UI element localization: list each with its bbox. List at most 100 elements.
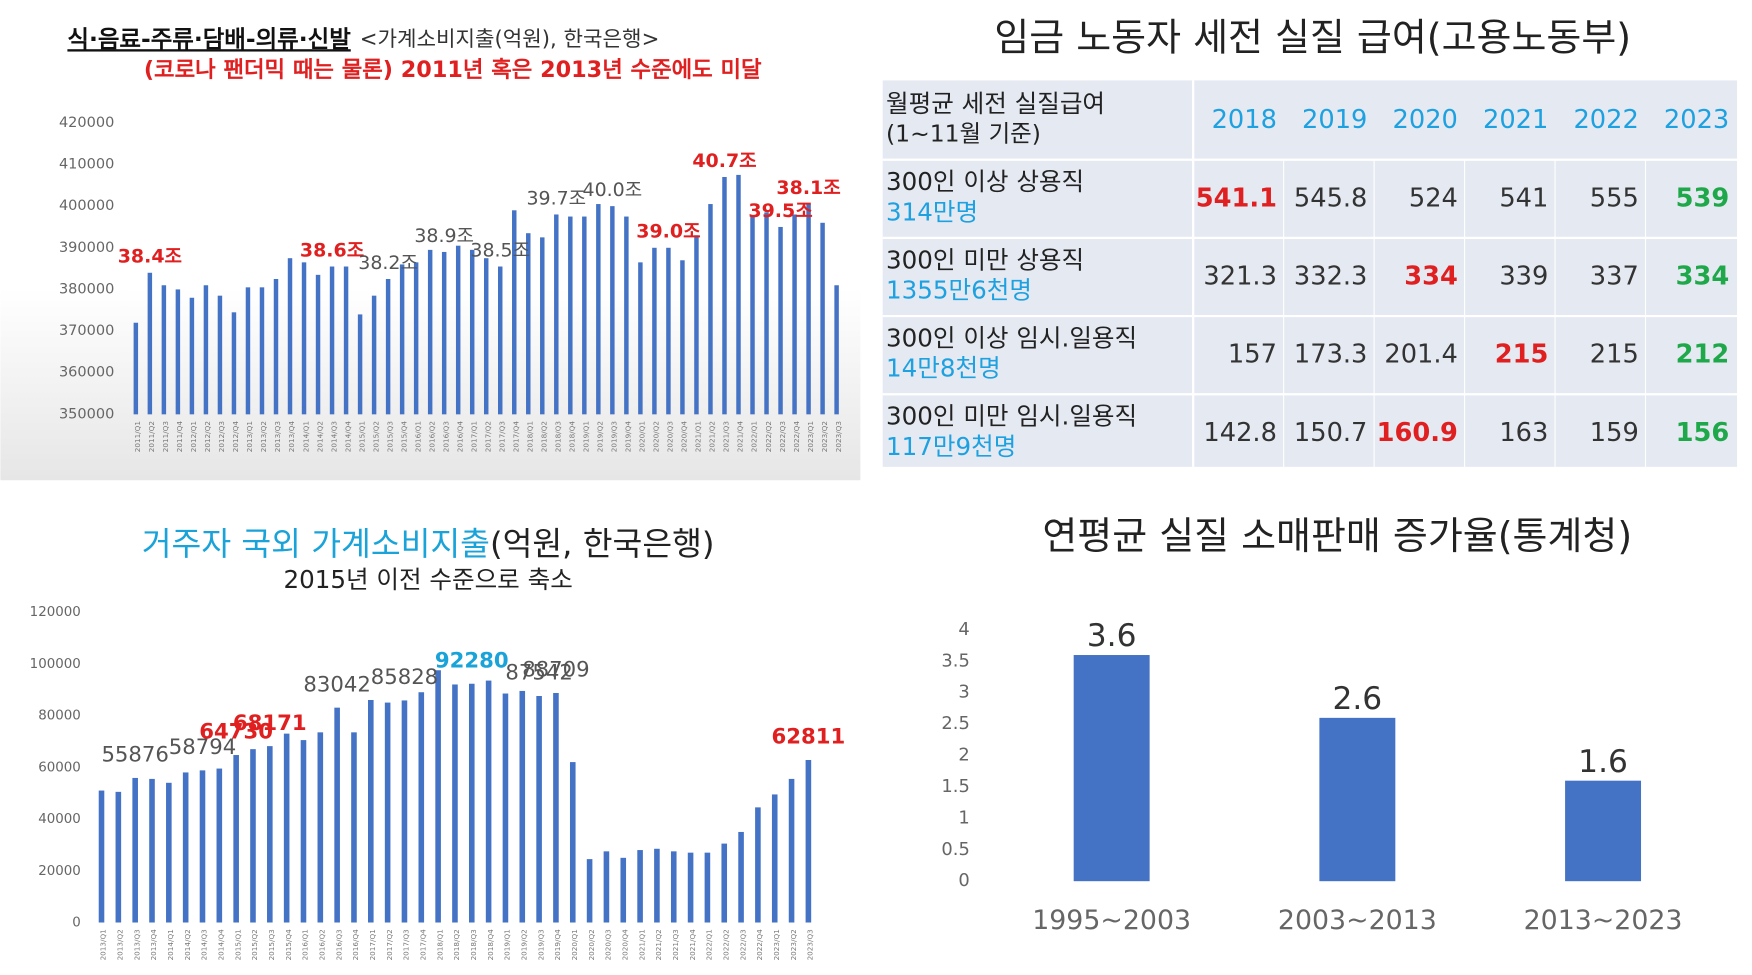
value-label: 55876	[101, 743, 168, 768]
bar	[217, 295, 223, 415]
bar	[233, 755, 239, 923]
bar	[652, 247, 657, 415]
bar	[687, 852, 694, 923]
bar	[519, 690, 526, 923]
x-tick-label: 2013/Q1	[245, 421, 254, 452]
x-tick-label: 2013/Q4	[287, 421, 296, 453]
x-tick-label: 2015/Q4	[399, 421, 408, 453]
cell: 539	[1676, 183, 1730, 213]
x-tick-label: 2018/Q3	[554, 421, 563, 453]
row-label: 300인 미만 임시.일용직	[886, 402, 1137, 431]
cell: 160.9	[1377, 418, 1458, 448]
bar	[317, 732, 324, 923]
bar	[736, 174, 741, 415]
table-bg	[882, 80, 1738, 467]
x-tick-label: 2019/Q4	[624, 421, 633, 453]
x-tick-label: 2019/Q3	[536, 929, 545, 961]
header-label: 월평균 세전 실질급여	[886, 89, 1105, 118]
y-tick-label: 40000	[38, 812, 81, 827]
bar	[301, 262, 307, 415]
bar	[1073, 655, 1150, 882]
y-tick-label: 0.5	[941, 839, 969, 860]
x-tick-label: 2012/Q3	[217, 421, 226, 453]
bar	[371, 295, 377, 415]
bar	[764, 212, 769, 415]
y-tick-label: 380000	[59, 281, 114, 297]
x-tick-label: 2021/Q4	[736, 421, 745, 453]
value-label: 92280	[435, 648, 509, 673]
x-tick-label: 2022/Q4	[792, 421, 801, 453]
x-tick-label: 2016/Q1	[413, 421, 422, 452]
row-sub: 314만명	[886, 197, 978, 226]
annotation: 38.5조	[470, 239, 530, 261]
row-sub: 14만8천명	[886, 354, 1001, 383]
x-tick-label: 2015/Q4	[284, 929, 293, 961]
x-tick-label: 2015/Q2	[371, 421, 380, 452]
bar	[738, 831, 744, 923]
x-tick-label: 2016/Q3	[334, 929, 343, 961]
x-tick-label: 2018/Q3	[469, 929, 478, 961]
x-tick-label: 2022/Q4	[755, 929, 764, 961]
y-tick-label: 1	[958, 807, 969, 828]
y-tick-label: 370000	[59, 323, 114, 339]
cell: 334	[1676, 261, 1730, 291]
bar	[250, 749, 256, 923]
bar	[427, 249, 433, 415]
bar	[452, 684, 458, 923]
y-tick-label: 80000	[38, 709, 81, 724]
x-tick-label: 2019/Q4	[553, 929, 562, 961]
bar	[540, 237, 545, 415]
row-sub: 117만9천명	[886, 432, 1016, 461]
header-label: (1~11월 기준)	[886, 120, 1041, 148]
cell: 156	[1676, 418, 1730, 448]
bar	[536, 696, 542, 923]
x-tick-label: 2022/Q1	[705, 929, 714, 960]
bar	[385, 279, 391, 415]
bar	[300, 740, 307, 923]
bar	[273, 279, 279, 415]
value-label: 1.6	[1578, 744, 1628, 780]
y-tick-label: 2.5	[941, 713, 969, 734]
cell: 541.1	[1196, 183, 1277, 213]
x-tick-label: 2016/Q2	[318, 929, 327, 960]
x-tick-label: 2013/Q3	[132, 929, 141, 961]
x-tick-label: 2023/Q1	[806, 421, 815, 452]
bar	[666, 247, 671, 415]
value-label: 87542	[505, 661, 572, 686]
y-tick-label: 3.5	[941, 650, 969, 671]
cell: 545.8	[1294, 183, 1368, 213]
bar	[133, 322, 139, 415]
bar	[329, 266, 335, 415]
bar	[189, 297, 195, 415]
bar	[554, 214, 559, 415]
x-tick-label: 2023/Q2	[820, 421, 829, 452]
x-tick-label: 2021/Q4	[688, 929, 697, 961]
x-tick-label: 2019/Q1	[582, 421, 591, 452]
bar	[401, 700, 408, 923]
x-tick-label: 2021/Q2	[654, 929, 663, 960]
bar	[704, 852, 711, 923]
x-tick-label: 2020/Q4	[620, 929, 629, 961]
x-tick-label: 2013/Q4	[149, 929, 158, 961]
bar	[603, 851, 610, 923]
value-label: 88709	[522, 658, 589, 683]
x-tick-label: 2017/Q4	[419, 929, 428, 961]
annotation: 38.9조	[414, 225, 474, 247]
x-tick-label: 2020/Q2	[652, 421, 661, 452]
value-label: 2.6	[1332, 681, 1382, 717]
bar	[596, 204, 601, 415]
year-header: 2021	[1483, 105, 1548, 135]
bar	[722, 176, 727, 415]
x-tick-label: 2011/Q2	[147, 421, 156, 452]
bar	[638, 262, 643, 415]
value-label: 64730	[199, 720, 273, 745]
bar	[351, 732, 357, 923]
x-tick-label: 2014/Q1	[301, 421, 310, 452]
cell: 334	[1404, 261, 1458, 291]
x-tick-label: 1995~2003	[1032, 905, 1191, 936]
y-tick-label: 0	[72, 916, 81, 931]
year-header: 2020	[1393, 105, 1458, 135]
x-tick-label: 2017/Q3	[497, 421, 506, 453]
x-tick-label: 2018/Q1	[526, 421, 535, 452]
x-tick-label: 2018/Q2	[452, 929, 461, 960]
